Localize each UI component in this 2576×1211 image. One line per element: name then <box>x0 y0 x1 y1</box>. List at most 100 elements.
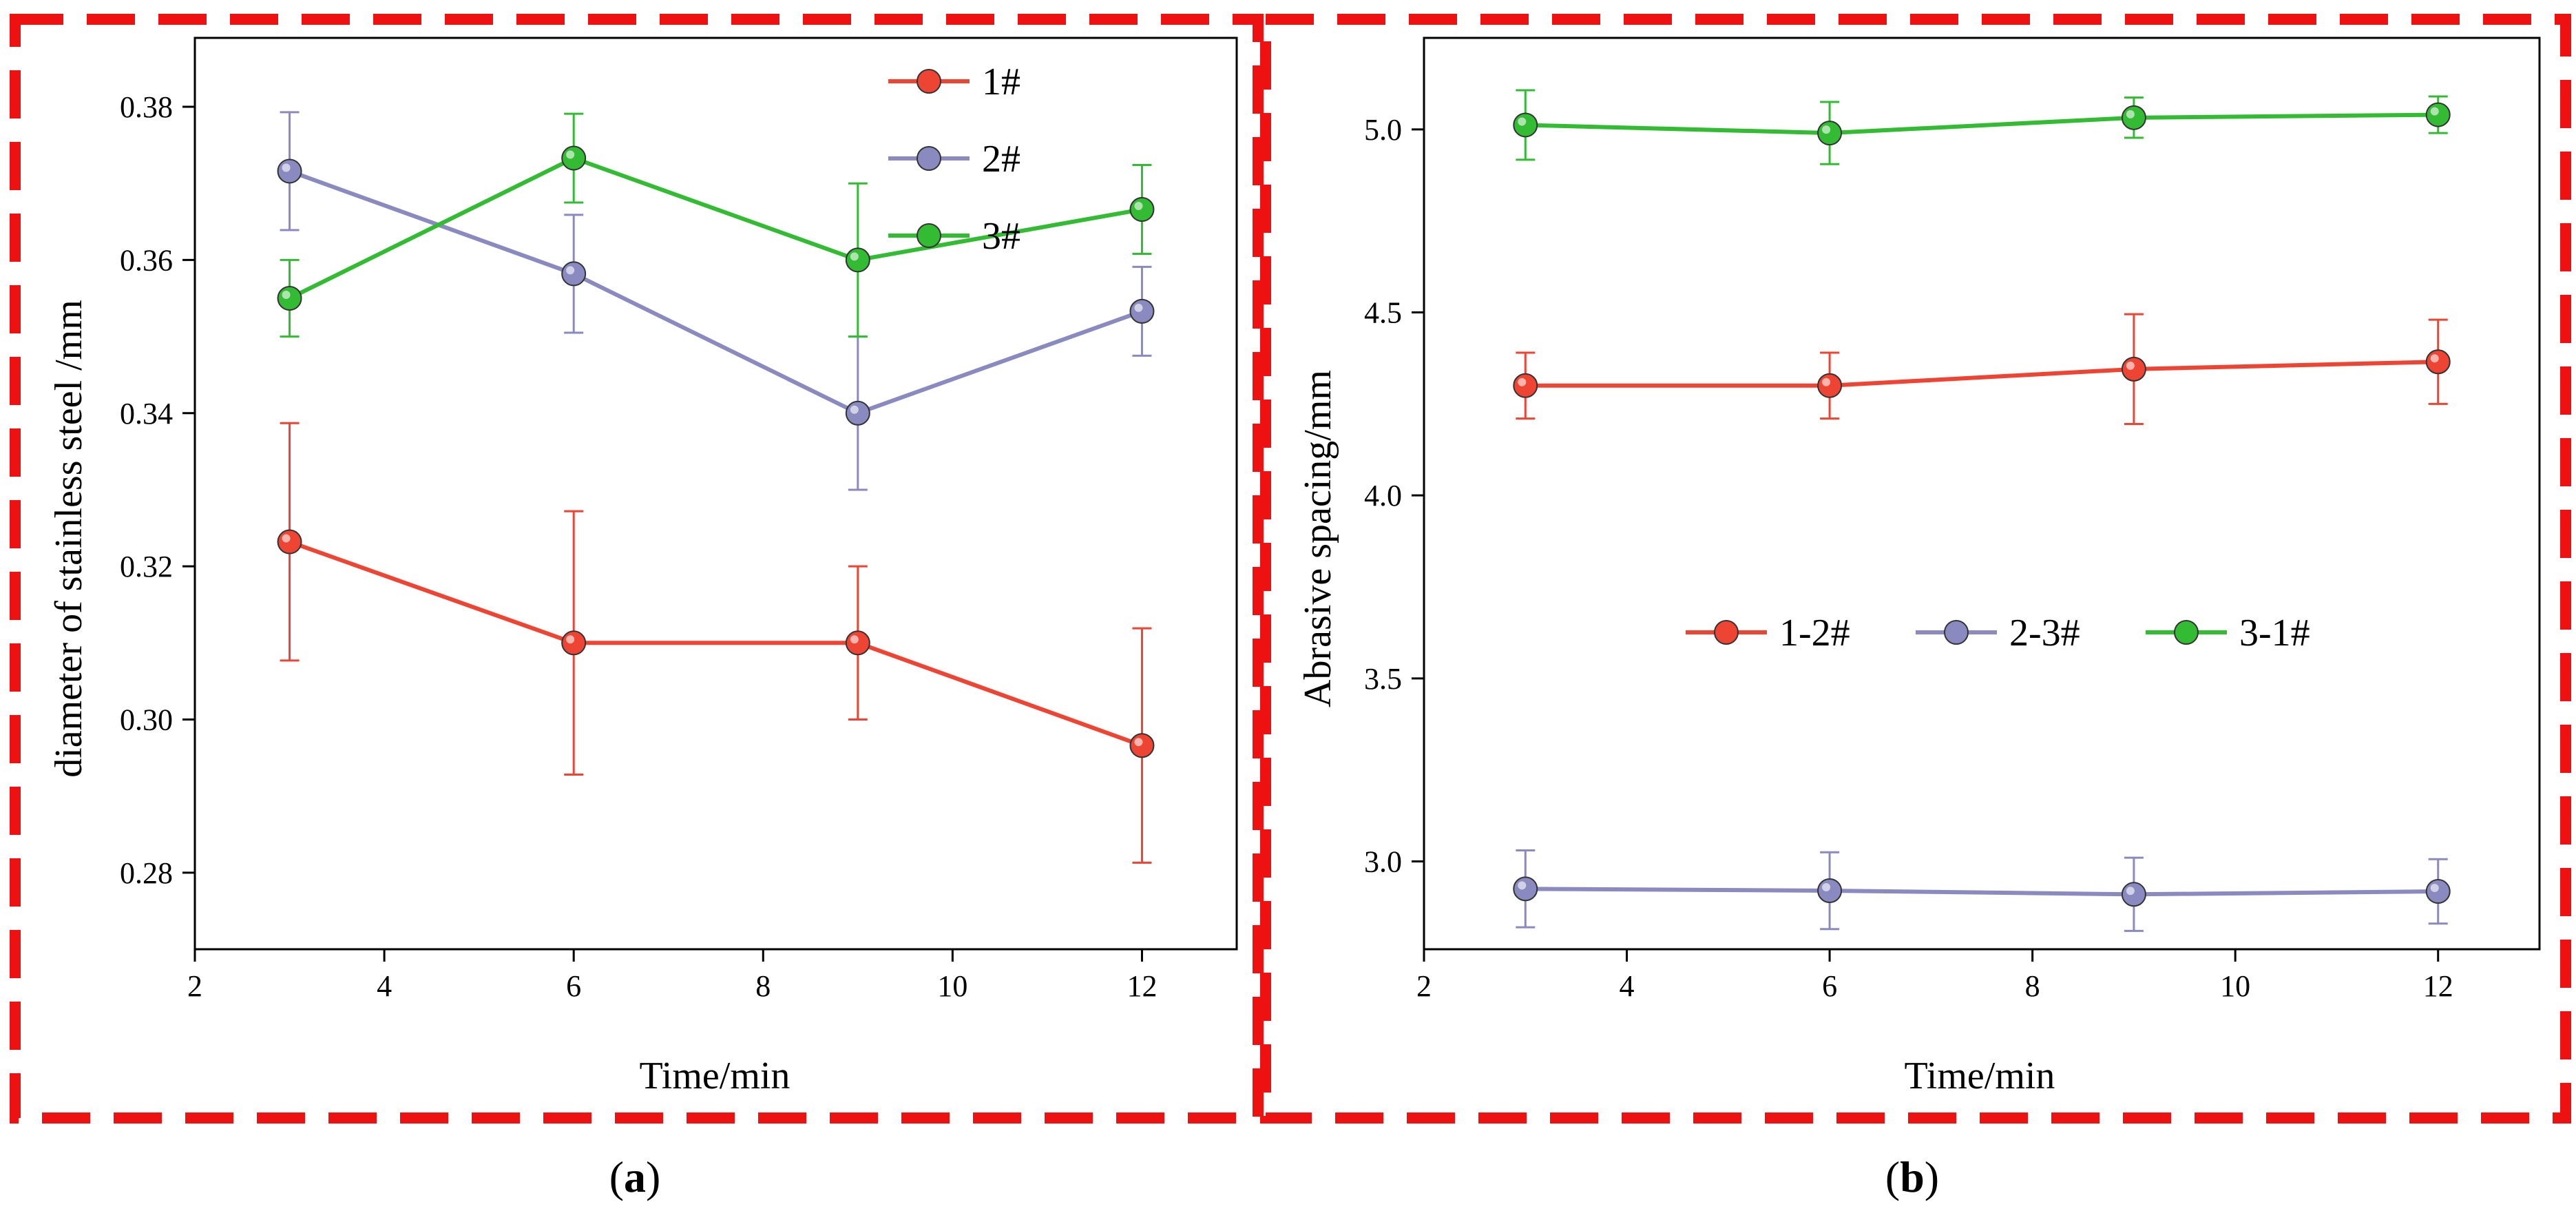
legend-marker <box>917 69 941 94</box>
data-point <box>561 630 587 656</box>
panel-b-x-tick-label: 12 <box>2423 969 2453 1003</box>
legend-label: 3# <box>982 215 1020 258</box>
data-point <box>2425 349 2451 375</box>
panel-b-frame <box>1260 14 2571 1124</box>
series-line <box>289 539 1143 748</box>
series-line <box>1525 360 2438 388</box>
data-point-highlight <box>2430 884 2439 893</box>
data-point-highlight <box>1518 117 1527 126</box>
legend-marker <box>2174 620 2199 645</box>
panel-a-chart: diameter of stainless steel /mm Time/min… <box>48 37 1238 1097</box>
data-point-highlight <box>2430 354 2439 363</box>
data-point-highlight <box>566 635 575 644</box>
panel-a-x-tick-label: 4 <box>377 969 392 1003</box>
legend-label: 2-3# <box>2009 612 2080 654</box>
panel-a-y-tick-label: 0.36 <box>120 243 173 277</box>
data-point-highlight <box>2126 110 2135 118</box>
panel-a-x-tick-label: 6 <box>566 969 581 1003</box>
panel-a-x-tick-label: 10 <box>937 969 967 1003</box>
panel-b-caption-letter: b <box>1900 1152 1925 1201</box>
panel-a-y-tick-label: 0.28 <box>120 856 173 890</box>
data-point-highlight <box>850 405 859 414</box>
data-point-highlight <box>566 266 575 275</box>
data-point-highlight <box>2126 887 2135 896</box>
data-point <box>561 145 587 171</box>
data-point-highlight <box>566 150 575 159</box>
series-line <box>289 169 1143 416</box>
data-point-highlight <box>850 635 859 644</box>
legend-label: 1-2# <box>1779 612 1850 654</box>
data-point-highlight <box>282 163 291 172</box>
panel-a-frame <box>10 14 1264 1124</box>
panel-a-y-tick-label: 0.38 <box>120 90 173 124</box>
data-point-highlight <box>2430 107 2439 116</box>
data-point-highlight <box>850 252 859 261</box>
data-point <box>277 529 302 555</box>
data-point-highlight <box>282 291 291 299</box>
data-point <box>1513 112 1538 138</box>
data-point-highlight <box>1822 125 1831 134</box>
data-point-highlight <box>282 534 291 543</box>
panel-b-y-tick-label: 4.5 <box>1364 296 1402 329</box>
data-point-highlight <box>1134 738 1143 747</box>
panel-a-caption-letter: a <box>624 1152 646 1201</box>
panel-b-x-tick-label: 4 <box>1620 969 1635 1003</box>
data-point <box>1817 121 1843 146</box>
panel-b-x-tick-label: 8 <box>2025 969 2040 1003</box>
legend-marker <box>917 146 941 171</box>
data-point <box>2121 356 2146 382</box>
data-point-highlight <box>1518 377 1527 386</box>
panel-a-legend: 1# 2# 3# <box>888 61 1020 258</box>
panel-b-y-tick-label: 4.0 <box>1364 479 1402 513</box>
panel-b-caption: (b) <box>1885 1152 1939 1201</box>
panel-b-series-2-3# <box>1513 849 2451 932</box>
data-point <box>1513 876 1538 902</box>
panel-b-y-tick-label: 3.5 <box>1364 662 1402 696</box>
panel-b-series-3-1# <box>1513 89 2451 165</box>
legend-label: 2# <box>982 138 1020 180</box>
panel-b-ylabel: Abrasive spacing/mm <box>1297 370 1339 707</box>
data-point <box>845 247 870 273</box>
data-point <box>1129 298 1155 324</box>
legend-marker <box>917 223 941 248</box>
data-point <box>2121 105 2146 130</box>
panel-a-y-tick-label: 0.34 <box>120 397 173 431</box>
series-line <box>1525 887 2438 897</box>
data-point <box>277 286 302 311</box>
data-point <box>1513 373 1538 398</box>
panel-a-series-1# <box>277 422 1155 864</box>
panel-b-legend: 1-2# 2-3# 3-1# <box>1686 612 2310 654</box>
data-point-highlight <box>1822 882 1831 891</box>
panel-b-x-tick-label: 6 <box>1822 969 1837 1003</box>
panel-b-series-1-2# <box>1513 313 2451 426</box>
data-point <box>845 630 870 656</box>
series-line <box>1525 112 2438 136</box>
legend-marker <box>1714 620 1739 645</box>
panel-a-x-tick-label: 12 <box>1127 969 1157 1003</box>
data-point <box>1129 733 1155 758</box>
panel-b-x-tick-label: 10 <box>2220 969 2250 1003</box>
panel-b-y-tick-label: 5.0 <box>1364 113 1402 147</box>
panel-a-y-tick-label: 0.30 <box>120 703 173 736</box>
data-point-highlight <box>1134 202 1143 211</box>
data-point <box>1129 197 1155 222</box>
panel-a-x-tick-label: 8 <box>755 969 771 1003</box>
panel-b-y-tick-label: 3.0 <box>1364 845 1402 878</box>
panel-a-ylabel: diameter of stainless steel /mm <box>48 300 90 778</box>
panel-b-plot-frame <box>1423 37 2541 951</box>
panel-a-x-tick-label: 2 <box>187 969 202 1003</box>
data-point <box>845 400 870 426</box>
panel-a-xlabel: Time/min <box>640 1055 790 1097</box>
panel-b-chart: Abrasive spacing/mm Time/min 2 4 6 8 10 12 3.0… <box>1297 37 2541 1097</box>
panel-a-series-3# <box>277 112 1155 338</box>
data-point <box>277 158 302 184</box>
data-point <box>1817 878 1843 903</box>
data-point-highlight <box>2126 361 2135 370</box>
panel-a-plot-frame <box>193 37 1238 951</box>
panel-a-series-2# <box>277 111 1155 491</box>
data-point-highlight <box>1518 881 1527 890</box>
data-point-highlight <box>1822 377 1831 386</box>
data-point <box>1817 373 1843 398</box>
data-point <box>2121 882 2146 907</box>
